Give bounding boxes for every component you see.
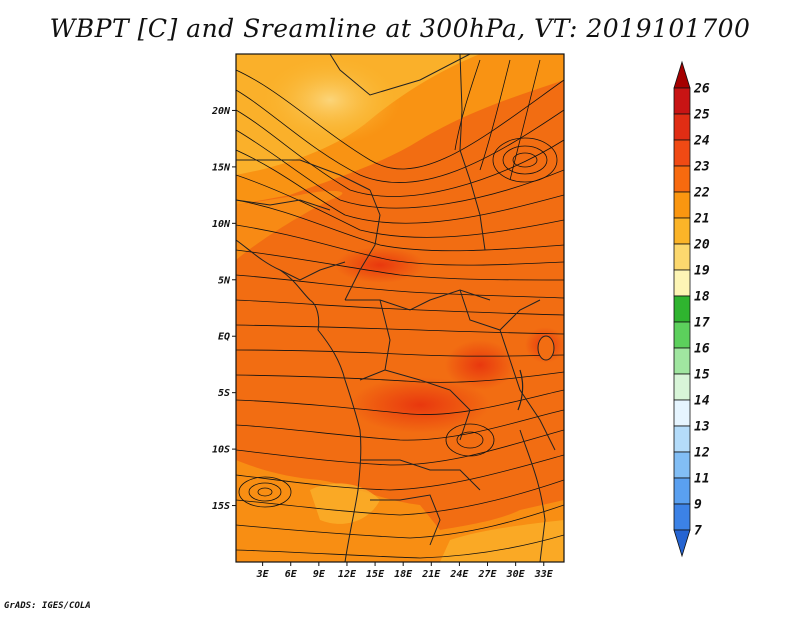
country-borders bbox=[236, 54, 556, 562]
colorbar-label: 7 bbox=[694, 524, 702, 539]
lon-tick-label: 6E bbox=[285, 569, 298, 580]
lon-tick-label: 27E bbox=[477, 569, 497, 580]
lon-tick-label: 21E bbox=[421, 569, 441, 580]
lat-tick-label: EQ bbox=[218, 332, 230, 343]
lat-tick-label: 15N bbox=[212, 162, 231, 173]
lat-tick-label: 5S bbox=[218, 388, 230, 399]
colorbar-segment bbox=[673, 139, 691, 167]
lakes bbox=[517, 335, 555, 411]
colorbar-segment bbox=[673, 60, 691, 89]
colorbar-segment bbox=[673, 373, 691, 401]
colorbar-label: 22 bbox=[693, 186, 710, 201]
lon-tick-label: 3E bbox=[256, 569, 270, 580]
colorbar-segment bbox=[673, 165, 691, 193]
colorbar-segment bbox=[673, 269, 691, 297]
lon-tick-label: 30E bbox=[506, 569, 526, 580]
latitude-axis: 20N 15N 10N 5N EQ 5S 10S 15S bbox=[211, 106, 236, 512]
lon-tick-label: 24E bbox=[449, 569, 469, 580]
lat-tick-label: 10S bbox=[212, 445, 230, 456]
colorbar-segment bbox=[673, 191, 691, 219]
colorbar-segment bbox=[673, 425, 691, 453]
colorbar-label: 23 bbox=[693, 160, 710, 175]
colorbar-label: 25 bbox=[693, 108, 710, 123]
colorbar-label: 9 bbox=[694, 498, 702, 513]
colorbar-label: 13 bbox=[694, 420, 710, 435]
colorbar-segment bbox=[673, 87, 691, 115]
longitude-axis: 3E 6E 9E 12E 15E 18E 21E 24E 27E 30E 33E bbox=[256, 562, 554, 580]
lon-tick-label: 33E bbox=[534, 569, 554, 580]
colorbar-segment bbox=[673, 399, 691, 427]
colorbar-label: 21 bbox=[693, 212, 710, 227]
colorbar-label: 26 bbox=[693, 82, 710, 97]
colorbar-label: 17 bbox=[694, 316, 710, 331]
colorbar-segment bbox=[673, 321, 691, 349]
colorbar-segment bbox=[673, 243, 691, 271]
colorbar-label: 16 bbox=[694, 342, 710, 357]
wbpt-field bbox=[236, 54, 564, 562]
colorbar-segment bbox=[673, 217, 691, 245]
colorbar-segment bbox=[673, 477, 691, 505]
lat-tick-label: 10N bbox=[212, 219, 231, 230]
colorbar-label: 14 bbox=[694, 394, 710, 409]
lat-tick-label: 15S bbox=[212, 501, 230, 512]
map-frame bbox=[235, 53, 565, 563]
chart-title: WBPT [C] and Sreamline at 300hPa, VT: 20… bbox=[49, 14, 751, 43]
colorbar-label: 18 bbox=[694, 290, 710, 305]
lon-tick-label: 12E bbox=[338, 569, 357, 580]
streamlines bbox=[236, 59, 564, 559]
colorbar: 26 25 24 23 22 21 20 19 18 17 16 15 14 13 12 11 9 7 bbox=[673, 60, 710, 558]
colorbar-segment bbox=[673, 113, 691, 141]
lon-tick-label: 18E bbox=[394, 569, 413, 580]
lat-tick-label: 20N bbox=[211, 106, 231, 117]
colorbar-segment bbox=[673, 347, 691, 375]
colorbar-label: 11 bbox=[694, 472, 710, 487]
footer-credit: GrADS: IGES/COLA bbox=[4, 601, 91, 611]
lat-tick-label: 5N bbox=[218, 275, 231, 286]
colorbar-label: 19 bbox=[694, 264, 710, 279]
colorbar-label: 24 bbox=[693, 134, 710, 149]
colorbar-segment bbox=[673, 451, 691, 479]
colorbar-segment bbox=[673, 503, 691, 531]
colorbar-label: 15 bbox=[694, 368, 710, 383]
lon-tick-label: 15E bbox=[366, 569, 385, 580]
colorbar-label: 12 bbox=[694, 446, 710, 461]
colorbar-label: 20 bbox=[693, 238, 710, 253]
colorbar-segment bbox=[673, 295, 691, 323]
lon-tick-label: 9E bbox=[313, 569, 326, 580]
colorbar-segment bbox=[673, 529, 691, 558]
